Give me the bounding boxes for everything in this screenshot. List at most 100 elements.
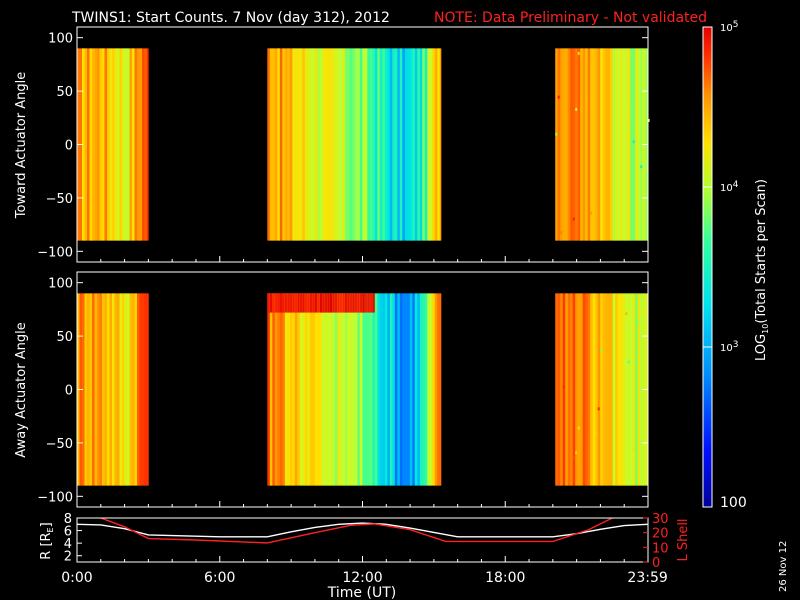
heatmap-column [434,48,438,241]
heatmap-column [147,48,149,241]
heatmap-speckle [572,456,575,460]
heatmap-column [272,48,276,241]
heatmap-column [627,48,631,241]
heatmap-column [324,48,328,241]
colorbar-tick-label: 105 [720,20,738,34]
heatmap-band-cell [277,293,281,313]
heatmap-column [99,293,103,486]
heatmap-band-cell [267,293,271,313]
heatmap-column [422,48,426,241]
heatmap-column [312,293,316,486]
heatmap-column [92,293,95,486]
heatmap-column [610,293,614,486]
heatmap-speckle [632,140,635,144]
heatmap-column [632,48,636,241]
heatmap-column [97,293,100,486]
heatmap-column [620,48,624,241]
heatmap-column [407,48,411,241]
heatmap-column [392,293,396,486]
heatmap-column [107,293,110,486]
time-tick-label: 0:00 [61,570,92,586]
heatmap-column [134,293,138,486]
heatmap-column [332,293,336,486]
heatmap-band-cell [354,293,358,313]
heatmap-column [314,293,318,486]
heatmap-column [104,293,108,486]
heatmap-band-cell [334,293,338,313]
heatmap-band-cell [292,293,296,313]
heatmap-column [372,48,376,241]
heatmap-column [267,48,271,241]
heatmap-column [269,48,273,241]
lshell-axis-label: L Shell [676,518,691,561]
heatmap-band-cell [299,293,303,313]
heatmap-speckle [577,426,580,430]
heatmap-column [580,48,584,241]
heatmap-column [327,48,331,241]
heatmap-column [572,293,576,486]
heatmap-band-cell [289,293,293,313]
heatmap-column [337,48,341,241]
heatmap-band-cell [349,293,353,313]
heatmap-column [112,293,115,486]
time-tick-label: 23:59 [627,570,667,586]
time-tick-label: 18:00 [485,570,525,586]
heatmap-column [394,48,398,241]
heatmap-column [379,48,383,241]
heatmap-column [117,48,120,241]
heatmap-speckle [640,165,643,169]
heatmap-column [620,293,624,486]
heatmap-column [560,48,564,241]
heatmap-column [317,48,321,241]
heatmap-column [279,48,283,241]
heatmap-column [277,293,281,486]
heatmap-column [427,293,431,486]
heatmap-band-cell [372,293,376,313]
colorbar: 105 104 103 LOG10(Total Starts per Scan) 1… [702,20,770,511]
heatmap-column [612,48,616,241]
heatmap-column [567,48,571,241]
heatmap-column [610,48,614,241]
heatmap-column [595,293,599,486]
heatmap-column [282,48,286,241]
heatmap-column [337,293,341,486]
heatmap-column [302,293,306,486]
heatmap-column [99,48,103,241]
heatmap-band-cell [352,293,356,313]
heatmap-column [274,293,278,486]
heatmap-column [427,48,431,241]
heatmap-column [565,48,569,241]
heatmap-column [607,48,611,241]
heatmap-column [374,48,378,241]
heatmap-column [419,48,423,241]
heatmap-band-cell [274,293,278,313]
heatmap-column [277,48,281,241]
heatmap-column [142,293,145,486]
heatmap-column [342,293,346,486]
heatmap-band-cell [369,293,373,313]
heatmap-band-cell [317,293,321,313]
heatmap-speckle [637,320,640,324]
heatmap-column [87,293,90,486]
heatmap-column [364,48,368,241]
heatmap-column [592,293,596,486]
toward-y-axis-label: Toward Actuator Angle [14,72,29,219]
heatmap-column [419,293,423,486]
heatmap-column [294,293,298,486]
heatmap-column [432,293,436,486]
heatmap-band-cell [309,293,313,313]
heatmap-column [590,48,594,241]
heatmap-column [562,293,566,486]
heatmap-column [127,293,130,486]
heatmap-column [299,48,303,241]
heatmap-column [134,48,138,241]
heatmap-column [429,293,433,486]
heatmap-column [352,48,356,241]
heatmap-column [567,293,571,486]
heatmap-column [387,293,391,486]
heatmap-column [319,48,323,241]
r-series-line [76,522,649,538]
time-axis-label: Time (UT) [327,585,396,600]
heatmap-column [282,293,286,486]
heatmap-column [307,293,311,486]
